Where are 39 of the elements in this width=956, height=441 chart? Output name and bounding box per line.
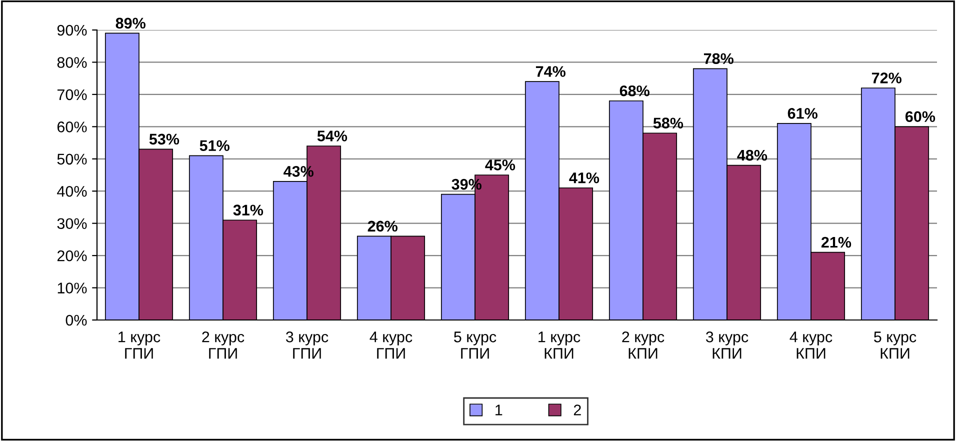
data-label: 60% (905, 111, 936, 122)
data-label: 51% (200, 140, 230, 152)
data-label: 48% (737, 150, 768, 161)
data-label: 31% (233, 204, 264, 216)
data-label: 21% (821, 236, 852, 248)
x-tick-label: 2 курс ГПИ (202, 332, 244, 359)
data-label: 89% (116, 18, 146, 29)
data-label: 72% (872, 72, 902, 84)
y-tick-label: 70% (57, 89, 87, 100)
x-tick-label: 4 курс ГПИ (370, 332, 412, 359)
data-label: 53% (149, 134, 180, 145)
legend-label: 2 (574, 404, 581, 416)
y-tick-label: 10% (58, 282, 87, 294)
x-tick-label: 5 курс ГПИ (454, 332, 496, 359)
legend-label: 1 (496, 404, 502, 416)
x-tick-label: 3 курс ГПИ (286, 332, 328, 359)
y-tick-label: 50% (57, 154, 87, 165)
data-label: 58% (653, 118, 684, 128)
data-label: 68% (620, 85, 650, 96)
x-tick-label: 5 курс КПИ (874, 332, 916, 359)
y-tick-label: 20% (57, 250, 87, 262)
y-tick-label: 40% (57, 186, 87, 197)
x-tick-label: 3 курс КПИ (706, 332, 748, 359)
y-tick-label: 30% (57, 218, 87, 230)
data-label: 74% (536, 66, 566, 77)
data-label: 78% (704, 53, 734, 64)
data-label: 54% (317, 130, 348, 142)
y-tick-label: 0% (66, 314, 87, 326)
x-tick-label: 2 курс КПИ (622, 332, 664, 359)
x-tick-label: 1 курс ГПИ (118, 332, 160, 359)
data-label: 61% (788, 108, 818, 119)
y-tick-label: 60% (57, 122, 87, 132)
x-tick-label: 1 курс КПИ (538, 332, 580, 359)
y-tick-label: 90% (57, 24, 87, 36)
data-label: 45% (485, 160, 516, 170)
data-label: 26% (368, 220, 398, 232)
y-tick-label: 80% (57, 57, 87, 68)
x-tick-label: 4 курс КПИ (790, 332, 832, 359)
data-label: 41% (569, 172, 600, 184)
